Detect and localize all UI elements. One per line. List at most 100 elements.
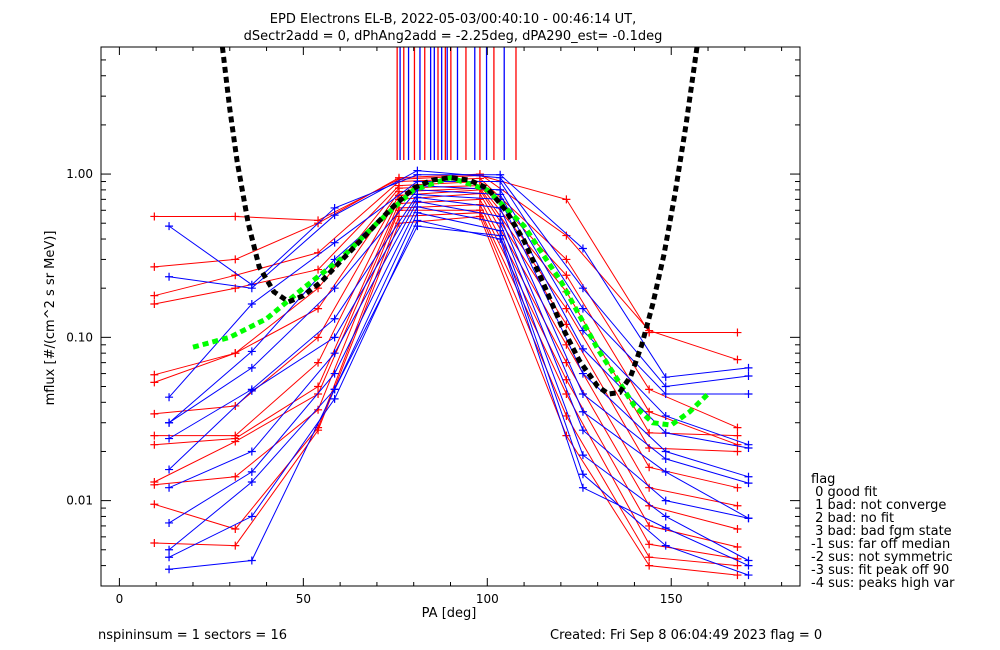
y-tick-label: 0.01 [66,494,93,508]
legend-entry: -4 sus: peaks high var [811,576,955,591]
data-point [330,369,339,378]
data-point [562,320,571,329]
data-point [661,373,670,382]
data-point [150,539,159,548]
data-point [247,363,256,372]
data-point [578,244,587,253]
data-point [314,382,323,391]
series-line-22 [168,212,749,561]
data-point [562,255,571,264]
data-point [413,222,422,231]
data-point [661,382,670,391]
series-line-16 [168,185,749,446]
data-point [744,561,753,570]
data-point [247,512,256,521]
data-point [733,440,742,449]
data-point [661,541,670,550]
legend-title: flag [811,472,835,487]
data-point [231,525,240,534]
data-point [578,483,587,492]
data-point [496,231,505,240]
series-line-8 [154,198,738,530]
x-tick-label: 150 [660,592,683,606]
data-point [150,378,159,387]
data-point [578,369,587,378]
data-point [733,447,742,456]
data-point [661,389,670,398]
series-line-21 [168,206,749,524]
data-point [744,479,753,488]
data-point [150,262,159,271]
series-line-24 [169,225,749,576]
data-point [562,304,571,313]
series-line-4 [154,185,738,437]
data-point [744,444,753,453]
data-point [578,344,587,353]
data-point [733,355,742,364]
data-point [247,284,256,293]
data-point [645,553,654,562]
data-point [231,212,240,221]
legend: flag 0 good fit 1 bad: not converge 2 ba… [811,472,955,591]
data-point [247,556,256,565]
axis-layer: 0 50 100 150 0.01 0.10 1.00 [66,46,800,606]
data-point [231,541,240,550]
data-point [733,525,742,534]
data-point [330,203,339,212]
chart-subtitle: dSectr2add = 0, dPhAng2add = -2.25deg, d… [244,29,663,44]
data-point [314,304,323,313]
data-point [330,284,339,293]
x-tick-label: 0 [116,592,124,606]
data-point [733,423,742,432]
x-tick-label: 100 [476,592,499,606]
data-point [562,411,571,420]
data-point [562,271,571,280]
data-point [394,212,403,221]
data-point [661,454,670,463]
data-point [645,385,654,394]
data-point [150,431,159,440]
data-point [744,514,753,523]
data-point [231,255,240,264]
data-point [330,314,339,323]
data-point [165,272,174,281]
data-point [150,500,159,509]
data-point [562,389,571,398]
data-point [247,300,256,309]
data-point [578,426,587,435]
footer-left: nspininsum = 1 sectors = 16 [98,628,287,643]
series-line-19 [168,196,749,484]
series-line-18 [168,193,749,478]
data-point [733,561,742,570]
data-point [330,211,339,220]
x-axis-label: PA [deg] [422,606,477,621]
y-axis-label: mflux [#/(cm^2 s sr MeV)] [43,231,58,406]
data-point [578,451,587,460]
data-point [645,326,654,335]
data-point [330,333,339,342]
data-point [247,478,256,487]
data-point [330,238,339,247]
data-point [645,483,654,492]
y-tick-label: 1.00 [66,167,93,181]
legend-entry: 0 good fit [811,485,877,500]
data-point [733,431,742,440]
data-point [661,428,670,437]
data-point [165,393,174,402]
data-point [314,265,323,274]
data-point [165,518,174,527]
data-point [165,565,174,574]
data-point [165,483,174,492]
data-point [645,407,654,416]
data-point [578,389,587,398]
data-point [231,472,240,481]
data-point [744,571,753,580]
data-point [150,300,159,309]
data-point [645,540,654,549]
data-point [150,370,159,379]
data-point [413,208,422,217]
series-line-12 [154,215,738,576]
data-point [231,437,240,446]
data-point [150,440,159,449]
